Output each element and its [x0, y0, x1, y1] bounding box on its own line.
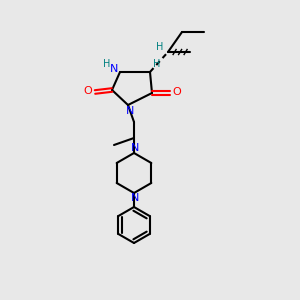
- Text: N: N: [131, 143, 139, 153]
- Text: N: N: [131, 193, 139, 203]
- Text: H: H: [153, 59, 161, 69]
- Text: O: O: [84, 86, 92, 96]
- Text: N: N: [126, 106, 134, 116]
- Text: H: H: [156, 42, 164, 52]
- Text: H: H: [103, 59, 111, 69]
- Text: N: N: [110, 64, 118, 74]
- Text: O: O: [172, 87, 182, 97]
